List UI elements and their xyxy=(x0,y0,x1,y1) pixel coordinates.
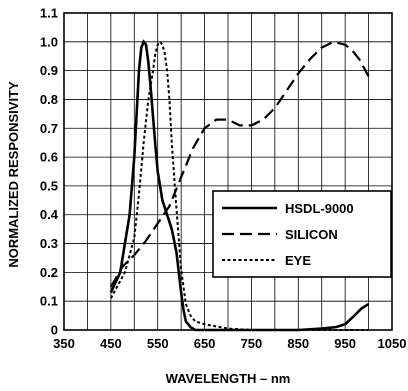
y-tick-label: 1.0 xyxy=(40,34,58,49)
y-tick-label: 0.8 xyxy=(40,92,58,107)
y-tick-label: 0.6 xyxy=(40,150,58,165)
y-tick-label: 0.9 xyxy=(40,63,58,78)
legend: HSDL-9000 SILICON EYE xyxy=(212,190,392,278)
y-tick-label: 0.7 xyxy=(40,121,58,136)
y-tick-label: 0.3 xyxy=(40,236,58,251)
series-line-eye xyxy=(109,40,369,331)
plot-frame xyxy=(63,12,393,331)
x-tick-label: 350 xyxy=(53,336,75,351)
x-tick-label: 950 xyxy=(334,336,356,351)
x-axis-title: WAVELENGTH – nm xyxy=(166,371,291,386)
legend-label: EYE xyxy=(285,253,311,268)
grid xyxy=(64,13,392,330)
y-tick-label: 0.1 xyxy=(40,294,58,309)
legend-box xyxy=(212,190,392,278)
x-tick-label: 850 xyxy=(287,336,309,351)
series-line-silicon xyxy=(109,40,370,288)
legend-label: HSDL-9000 xyxy=(285,201,354,216)
x-tick-label: 650 xyxy=(194,336,216,351)
x-tick-label: 1050 xyxy=(378,336,407,351)
y-axis-title: NORMALIZED RESPONSIVITY xyxy=(6,81,21,268)
y-tick-label: 0 xyxy=(51,323,58,338)
x-tick-label: 750 xyxy=(241,336,263,351)
x-tick-label: 550 xyxy=(147,336,169,351)
y-tick-label: 0.2 xyxy=(40,265,58,280)
x-tick-labels: 350 450 550 650 750 850 950 1050 xyxy=(53,336,406,351)
x-tick-label: 450 xyxy=(100,336,122,351)
y-tick-labels: 0 0.1 0.2 0.3 0.4 0.5 0.6 0.7 0.8 0.9 1.0 1.1 xyxy=(40,6,59,338)
y-tick-label: 0.4 xyxy=(40,207,59,222)
y-tick-label: 0.5 xyxy=(40,178,58,193)
legend-label: SILICON xyxy=(285,227,338,242)
y-tick-label: 1.1 xyxy=(40,6,58,21)
